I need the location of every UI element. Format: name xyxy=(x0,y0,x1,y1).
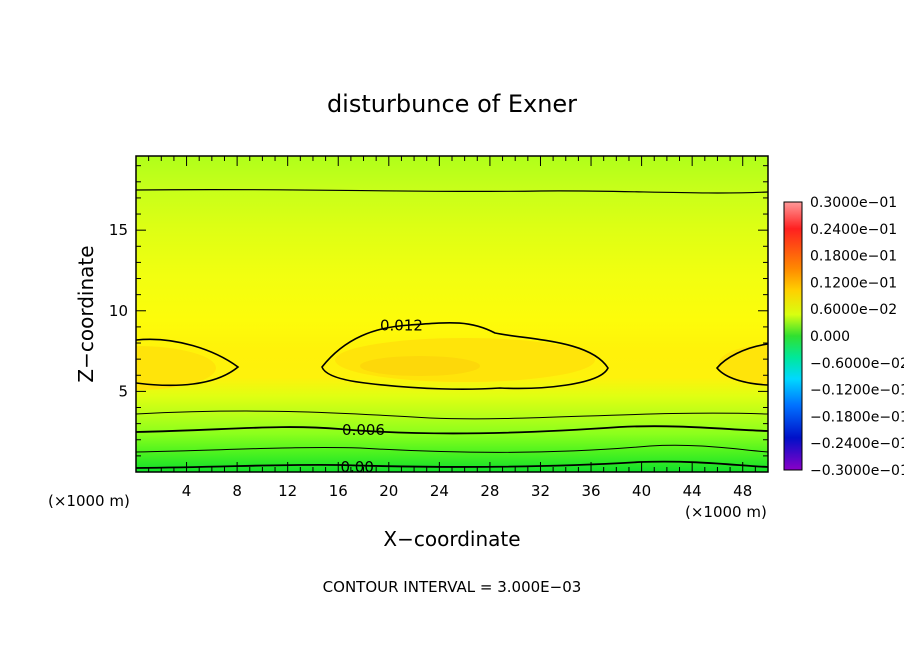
x-tick-label: 44 xyxy=(683,482,702,500)
x-axis-unit-left: (×1000 m) xyxy=(48,492,130,510)
contour-line-006 xyxy=(136,425,768,435)
x-tick-label: 48 xyxy=(733,482,752,500)
field-max-core xyxy=(360,356,480,376)
colorbar xyxy=(783,201,803,471)
plot-field xyxy=(136,156,768,472)
colorbar-label: 0.6000e−02 xyxy=(810,302,897,318)
chart-title: disturbunce of Exner xyxy=(327,90,577,118)
x-axis: 4 8 12 16 20 24 28 32 36 40 44 48 xyxy=(135,156,769,500)
colorbar-label: 0.1200e−01 xyxy=(810,275,897,291)
colorbar-label: 0.2400e−01 xyxy=(810,222,897,238)
contour-label: 0.012 xyxy=(380,316,423,334)
field-max-left xyxy=(136,346,216,390)
x-tick-label: 36 xyxy=(581,482,600,500)
contour-line-a xyxy=(136,410,768,420)
contour-label: 0.00 xyxy=(340,458,373,476)
y-axis-label: Z−coordinate xyxy=(74,245,98,382)
colorbar-label: −0.1200e−01 xyxy=(810,383,904,399)
x-tick-label: 12 xyxy=(278,482,297,500)
colorbar-label: −0.1800e−01 xyxy=(810,409,904,425)
contour-lines xyxy=(136,188,768,469)
x-axis-unit-right: (×1000 m) xyxy=(685,503,767,521)
y-tick-label: 15 xyxy=(109,221,128,239)
contour-line-b xyxy=(136,444,768,453)
contour-line-center-closed xyxy=(321,321,609,390)
colorbar-labels: 0.3000e−01 0.2400e−01 0.1800e−01 0.1200e−01… xyxy=(810,195,904,479)
field-max-right xyxy=(718,345,768,385)
contour-line-upper xyxy=(136,188,768,194)
y-tick-label: 10 xyxy=(109,302,128,320)
colorbar-label: −0.6000e−02 xyxy=(810,356,904,372)
colorbar-label: −0.3000e−01 xyxy=(810,463,904,479)
colorbar-label: 0.1800e−01 xyxy=(810,249,897,265)
contour-interval-note: CONTOUR INTERVAL = 3.000E−03 xyxy=(323,578,582,596)
x-tick-label: 24 xyxy=(430,482,449,500)
contour-line-000 xyxy=(136,460,768,469)
x-tick-label: 20 xyxy=(379,482,398,500)
contour-line-left-closed xyxy=(136,338,240,387)
x-tick-label: 40 xyxy=(632,482,651,500)
x-tick-label: 16 xyxy=(329,482,348,500)
colorbar-label: 0.3000e−01 xyxy=(810,195,897,211)
y-tick-label: 5 xyxy=(118,382,128,400)
x-tick-label: 8 xyxy=(232,482,242,500)
contour-label: 0.006 xyxy=(342,421,385,439)
y-axis: 5 10 15 xyxy=(109,165,768,457)
x-tick-label: 32 xyxy=(531,482,550,500)
contour-line-right-closed xyxy=(715,343,768,386)
colorbar-label: 0.000 xyxy=(810,329,850,345)
colorbar-label: −0.2400e−01 xyxy=(810,436,904,452)
x-axis-label: X−coordinate xyxy=(383,527,520,551)
field-maxima xyxy=(136,338,768,390)
x-tick-label: 28 xyxy=(480,482,499,500)
x-tick-label: 4 xyxy=(182,482,192,500)
